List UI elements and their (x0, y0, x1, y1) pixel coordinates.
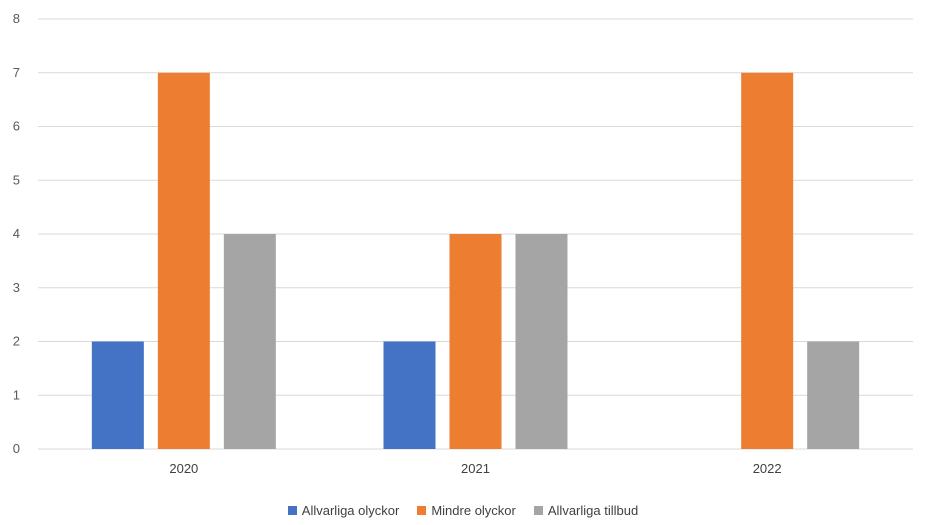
bar-mindre-olyckor-2022 (741, 72, 794, 449)
y-tick-label: 1 (13, 387, 20, 402)
y-tick-label: 7 (13, 65, 20, 80)
bar-allvarliga-tillbud-2020 (223, 234, 276, 449)
legend-label: Allvarliga olyckor (301, 503, 400, 518)
y-axis-ticks: 0 1 2 3 4 5 6 7 8 (13, 11, 20, 456)
bar-allvarliga-olyckor-2021 (383, 341, 436, 449)
legend-item-mindre-olyckor: Mindre olyckor (417, 503, 516, 518)
bar-allvarliga-tillbud-2022 (807, 341, 860, 449)
bars (91, 72, 860, 449)
legend-item-allvarliga-tillbud: Allvarliga tillbud (533, 503, 639, 518)
y-tick-label: 3 (13, 280, 20, 295)
legend-swatch (417, 506, 427, 515)
x-tick-label: 2022 (753, 461, 782, 476)
legend: Allvarliga olyckor Mindre olyckor Allvar… (0, 503, 926, 518)
legend-label: Allvarliga tillbud (547, 503, 639, 518)
y-tick-label: 4 (13, 226, 20, 241)
legend-label: Mindre olyckor (431, 503, 516, 518)
y-tick-label: 0 (13, 441, 20, 456)
y-tick-label: 5 (13, 172, 20, 187)
y-tick-label: 2 (13, 334, 20, 349)
legend-item-allvarliga-olyckor: Allvarliga olyckor (287, 503, 400, 518)
x-tick-label: 2021 (461, 461, 490, 476)
y-tick-label: 8 (13, 11, 20, 26)
legend-swatch (533, 506, 543, 515)
bar-allvarliga-olyckor-2020 (91, 341, 144, 449)
x-tick-label: 2020 (169, 461, 198, 476)
y-tick-label: 6 (13, 119, 20, 134)
bar-allvarliga-tillbud-2021 (515, 234, 568, 449)
x-axis-ticks: 2020 2021 2022 (169, 461, 781, 476)
bar-mindre-olyckor-2021 (449, 234, 502, 449)
legend-swatch (287, 506, 297, 515)
bar-mindre-olyckor-2020 (157, 72, 210, 449)
